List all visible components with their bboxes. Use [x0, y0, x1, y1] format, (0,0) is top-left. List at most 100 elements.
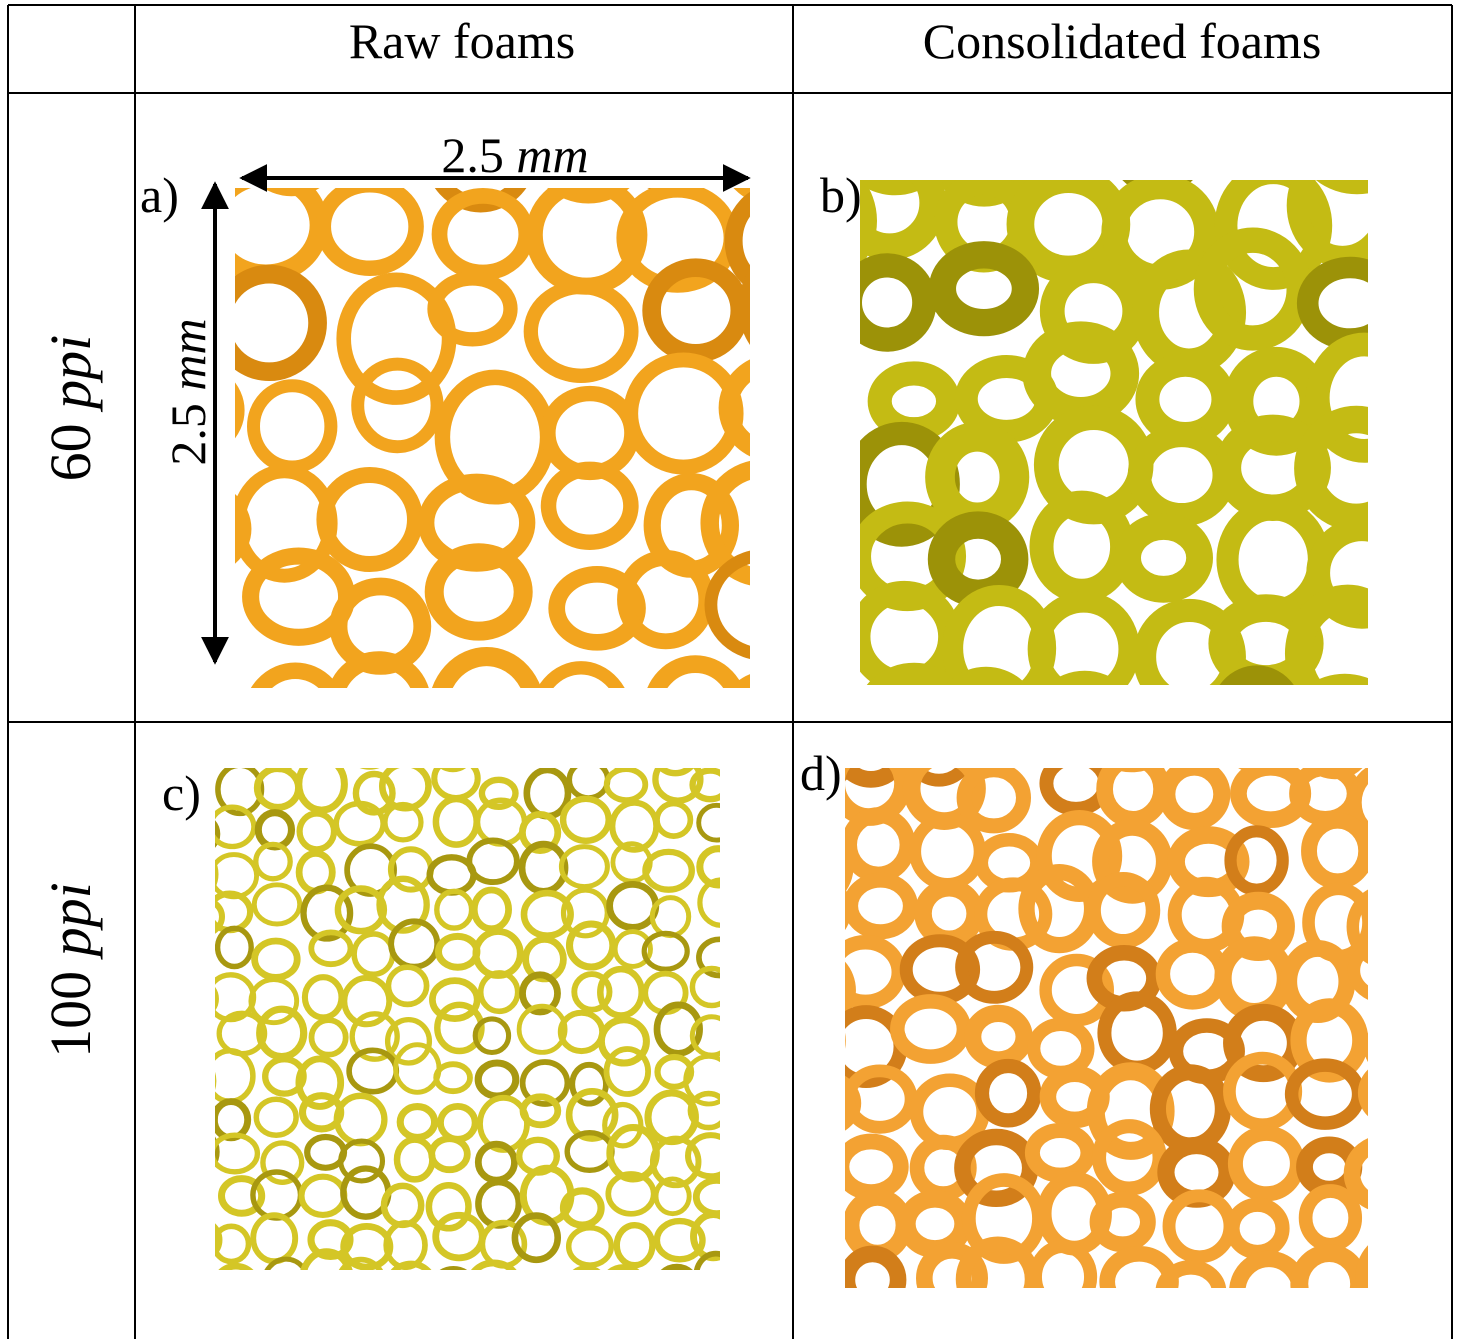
foam-cell	[942, 525, 1015, 593]
foam-cell	[570, 924, 613, 967]
foam-cell	[657, 804, 690, 837]
foam-cell	[1352, 1143, 1417, 1204]
foam-cell	[177, 898, 222, 935]
foam-cell	[570, 726, 611, 762]
foam-cell	[1034, 1024, 1088, 1072]
foam-cell	[781, 956, 847, 1025]
foam-cell	[652, 664, 739, 756]
foam-cell	[148, 487, 245, 571]
foam-cell	[791, 1078, 852, 1128]
foam-cell	[1377, 713, 1428, 760]
panel-label: d)	[800, 745, 842, 801]
foam-cell	[1306, 1191, 1356, 1245]
foam-cell	[303, 1252, 351, 1306]
foam-cell	[1308, 268, 1393, 340]
foam-cell	[607, 769, 646, 800]
foam-cell	[254, 386, 331, 467]
foam-cell	[263, 1143, 302, 1182]
foam-cell	[181, 982, 215, 1016]
foam-cell	[470, 721, 513, 758]
foam-cell	[1117, 94, 1197, 184]
foam-cell	[209, 894, 250, 930]
foam-cell	[973, 1013, 1024, 1060]
foam-cell	[517, 1275, 552, 1303]
foam-cell	[600, 969, 641, 1015]
foam-cell	[610, 884, 656, 927]
foam-cell	[207, 1051, 253, 1102]
foam-cell	[700, 880, 743, 925]
foam-cell	[982, 1066, 1034, 1120]
foam-cell	[1035, 1246, 1090, 1307]
foam-cell	[123, 642, 212, 743]
foam-cell	[248, 102, 335, 188]
foam-cell	[432, 1269, 475, 1311]
foam-cell	[748, 253, 845, 361]
foam-cell	[1032, 1131, 1088, 1176]
foam-cell	[388, 1264, 434, 1309]
foam-cell	[254, 885, 299, 924]
foam-cell	[1299, 1253, 1359, 1315]
foam-cell	[434, 759, 477, 798]
foam-cell	[1178, 704, 1230, 756]
foam-cell	[1023, 73, 1118, 180]
foam-cell	[213, 176, 319, 274]
row-unit: ppi	[38, 335, 103, 413]
foam-cell	[603, 734, 643, 766]
foam-cell	[832, 942, 899, 1002]
foam-cell	[688, 722, 728, 755]
foam-cell	[1367, 1067, 1428, 1119]
foam-cell	[776, 92, 864, 176]
foam-cell	[1163, 946, 1222, 1003]
foam-cell	[436, 1064, 470, 1091]
foam-cell	[762, 448, 852, 525]
foam-cell	[400, 1107, 434, 1138]
foam-cell	[617, 1225, 653, 1265]
foam-cell	[175, 1219, 220, 1260]
foam-cell	[729, 107, 819, 197]
row-number: 60	[38, 423, 103, 481]
foam-cell	[696, 1180, 737, 1213]
foam-cell	[476, 932, 520, 976]
foam-cell	[324, 475, 415, 564]
foam-cell	[941, 99, 1027, 193]
foam-cell	[388, 1020, 430, 1063]
foam-cell	[258, 813, 291, 847]
column-header: Consolidated foams	[923, 13, 1322, 69]
foam-cell	[652, 898, 688, 936]
scale-number: 2.5	[441, 127, 504, 183]
panel-label: a)	[140, 167, 179, 223]
foam-cell	[1365, 1242, 1429, 1312]
foam-cell	[841, 1142, 900, 1193]
foam-cell	[748, 588, 847, 678]
foam-cell	[1376, 1204, 1426, 1253]
foam-cell	[527, 770, 568, 816]
page: Raw foams Consolidated foams 60 ppi 100 …	[0, 0, 1463, 1339]
foam-cell	[711, 555, 820, 654]
foam-cell	[768, 339, 847, 420]
scale-label: 2.5 mm	[160, 318, 216, 465]
row-unit: ppi	[38, 882, 103, 960]
foam-cell	[569, 1268, 604, 1298]
foam-cell	[981, 693, 1048, 755]
foam-cell	[1309, 821, 1366, 882]
foam-cell	[256, 1099, 296, 1135]
foam-cell	[436, 799, 477, 845]
foam-cell	[1227, 702, 1283, 765]
foam-cell	[441, 1106, 476, 1139]
column-header: Raw foams	[349, 13, 575, 69]
foam-cell	[549, 469, 631, 542]
foam-cell	[300, 814, 334, 850]
foam-cell	[205, 721, 252, 759]
foam-cell	[536, 668, 626, 771]
foam-cell	[645, 852, 691, 890]
foam-cell	[218, 928, 252, 966]
foam-cell	[778, 1200, 829, 1243]
foam-cell	[548, 394, 632, 473]
scale-unit: mm	[516, 127, 588, 183]
foam-cell	[880, 373, 948, 429]
foam-cell	[1128, 527, 1200, 590]
scale-number: 2.5	[160, 403, 216, 466]
foam-cell	[167, 1181, 204, 1213]
foam-panel	[163, 714, 743, 1315]
foam-cell	[312, 1020, 346, 1055]
